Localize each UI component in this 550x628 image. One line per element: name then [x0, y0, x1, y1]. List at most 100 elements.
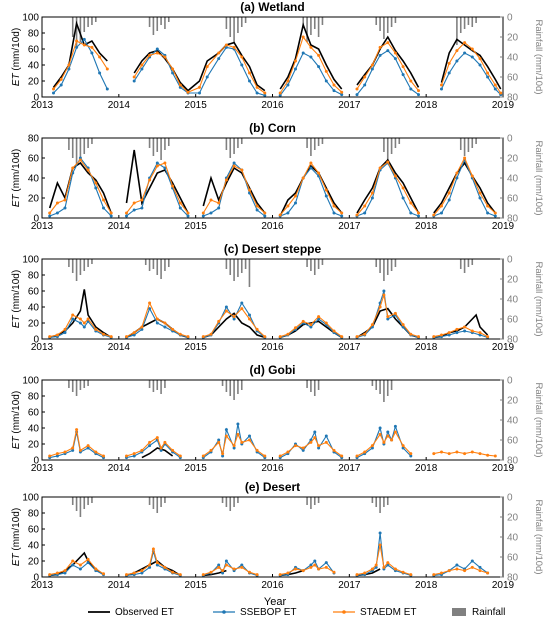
data-point-ssebop — [286, 83, 290, 87]
data-point-staedm — [263, 335, 267, 339]
rainfall-bar — [317, 138, 320, 146]
data-point-ssebop — [155, 321, 159, 325]
rainfall-bar — [394, 138, 397, 148]
data-point-staedm — [125, 211, 128, 215]
data-point-staedm — [393, 430, 397, 434]
data-point-staedm — [486, 71, 490, 75]
data-point-staedm — [71, 313, 75, 317]
data-point-staedm — [393, 311, 397, 315]
data-point-staedm — [178, 83, 182, 87]
x-tick-label: 2016 — [261, 100, 284, 111]
rainfall-bar — [225, 138, 228, 150]
rainfall-bar — [83, 138, 86, 154]
data-point-ssebop — [409, 87, 413, 91]
data-point-ssebop — [201, 214, 205, 218]
rainfall-bar — [156, 380, 159, 390]
data-point-staedm — [224, 309, 228, 313]
data-point-ssebop — [463, 329, 467, 333]
data-point-ssebop — [240, 563, 244, 567]
y-tick-label: 60 — [28, 287, 40, 298]
data-point-ssebop — [463, 51, 467, 55]
rainfall-bar — [160, 259, 162, 279]
data-point-ssebop — [140, 206, 144, 210]
data-point-staedm — [102, 454, 105, 458]
data-point-ssebop — [370, 196, 374, 200]
data-point-staedm — [178, 454, 182, 458]
data-point-staedm — [317, 53, 321, 57]
data-point-ssebop — [102, 206, 105, 210]
data-point-staedm — [370, 323, 374, 327]
data-point-staedm — [432, 213, 436, 217]
data-point-staedm — [148, 178, 152, 182]
rainfall-bar — [83, 17, 86, 32]
data-point-staedm — [71, 166, 75, 170]
rainfall-bar — [233, 138, 235, 154]
series-line-ssebop — [49, 532, 488, 576]
data-point-staedm — [440, 333, 443, 337]
plot-frame — [41, 496, 504, 578]
data-point-staedm — [417, 89, 420, 93]
rainfall-bar — [229, 497, 232, 511]
data-point-staedm — [324, 69, 328, 73]
data-point-staedm — [393, 567, 397, 571]
y2-tick-label: 0 — [507, 376, 513, 387]
data-point-staedm — [401, 323, 405, 327]
x-tick-label: 2016 — [261, 342, 284, 353]
series-line-staedm — [49, 429, 496, 457]
plot-frame — [41, 258, 504, 340]
y-tick-label: 40 — [28, 303, 40, 314]
x-tick-label: 2014 — [108, 221, 131, 232]
y-tick-label: 20 — [28, 194, 40, 205]
rainfall-bar — [237, 259, 239, 277]
rainfall-bar — [310, 497, 312, 509]
data-point-ssebop — [163, 166, 167, 170]
data-point-staedm — [224, 434, 228, 438]
data-point-staedm — [382, 293, 386, 297]
rainfall-bar — [148, 138, 151, 148]
data-point-staedm — [86, 317, 90, 321]
data-point-ssebop — [470, 559, 474, 563]
data-point-staedm — [255, 448, 259, 452]
data-point-staedm — [201, 573, 205, 577]
x-tick-label: 2016 — [261, 221, 284, 232]
rainfall-bar — [379, 497, 381, 513]
data-point-staedm — [52, 87, 55, 91]
data-point-ssebop — [478, 333, 482, 337]
data-point-staedm — [109, 335, 113, 339]
data-point-staedm — [493, 211, 497, 215]
data-point-ssebop — [82, 325, 86, 329]
data-point-staedm — [48, 211, 52, 215]
x-tick-label: 2019 — [492, 463, 515, 474]
rainfall-bar — [310, 380, 312, 392]
y-tick-label: 60 — [28, 408, 40, 419]
data-point-staedm — [317, 567, 321, 571]
data-point-staedm — [125, 335, 128, 339]
data-point-staedm — [263, 91, 267, 95]
x-tick-label: 2013 — [31, 100, 54, 111]
data-point-staedm — [455, 450, 459, 454]
data-point-staedm — [278, 213, 282, 217]
data-point-ssebop — [198, 91, 201, 95]
data-point-staedm — [75, 39, 79, 43]
data-point-ssebop — [52, 91, 55, 95]
rainfall-bar — [68, 380, 70, 388]
data-point-staedm — [393, 174, 397, 178]
data-point-staedm — [340, 454, 344, 458]
rainfall-bar — [229, 138, 232, 158]
x-tick-label: 2017 — [338, 342, 361, 353]
chart-panel-1: (b) Corn 2013 2014 2015 2016 2017 2018 2019 0 20 4… — [11, 121, 544, 232]
data-point-staedm — [48, 335, 52, 339]
data-point-staedm — [440, 450, 443, 454]
rainfall-bar — [386, 138, 389, 160]
data-point-ssebop — [447, 71, 451, 75]
rainfall-bar — [475, 17, 477, 23]
y-axis-label: ET (mm/10d) — [11, 391, 22, 449]
rainfall-bar — [379, 17, 381, 31]
data-point-staedm — [301, 35, 305, 39]
data-point-staedm — [263, 211, 267, 215]
y-axis-label-unit: (mm/10d) — [11, 270, 22, 316]
rainfall-bar — [467, 259, 470, 267]
data-point-staedm — [255, 327, 259, 331]
data-point-staedm — [463, 452, 467, 456]
rainfall-bar — [459, 138, 462, 150]
